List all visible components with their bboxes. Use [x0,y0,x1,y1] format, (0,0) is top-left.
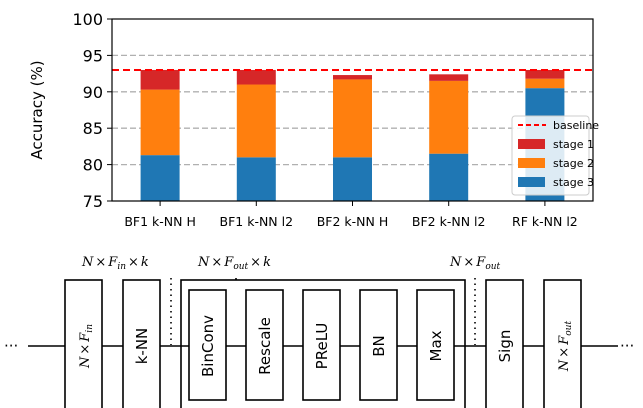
bar-stage-3 [236,157,276,201]
y-tick-label: 75 [83,192,103,211]
bars [140,69,565,201]
bar-stage-2 [429,80,469,154]
legend-stage3-swatch [518,177,545,187]
y-axis-ticks: 75 80 85 90 95 100 [72,10,112,211]
y-tick-label: 90 [83,83,103,102]
bar-stage-2 [525,78,565,89]
legend-stage1-label: stage 1 [553,138,594,151]
y-tick-label: 100 [72,10,103,29]
x-tick-label: BF1 k-NN l2 [220,214,294,229]
bar-stage-1 [236,69,276,85]
bn-block [359,289,398,401]
output-block [543,279,582,408]
bar-stage-1 [525,69,565,79]
rescale-block [245,289,284,401]
binconv-block [188,289,227,401]
y-tick-label: 85 [83,119,103,138]
bar-stage-1 [429,74,469,81]
sign-block [485,279,524,408]
bar-stage-3 [140,155,180,201]
legend-stage2-swatch [518,158,545,168]
x-axis-ticks: BF1 k-NN H BF1 k-NN l2 BF2 k-NN H BF2 k-NN … [124,201,578,229]
bar-stage-1 [140,69,180,90]
max-block [416,289,455,401]
rescale-block-label: Rescale [256,317,274,375]
input-block-label: N×Fin [78,324,95,369]
x-tick-label: BF2 k-NN H [317,214,389,229]
max-block-label: Max [427,330,445,361]
architecture-diagram [28,278,618,408]
legend-stage1-swatch [518,139,545,149]
legend: baseline stage 1 stage 2 stage 3 [511,115,599,196]
dims-label-3: N × Fout [449,255,501,272]
bar-stage-2 [140,89,180,156]
knn-block [122,279,161,408]
bar-stage-1 [333,75,372,80]
output-block-label: N×Fout [557,321,574,373]
bar-stage-3 [429,153,469,201]
dims-label-1: N × Fin × k [81,255,149,272]
bar-stage-3 [333,157,372,201]
x-tick-label: BF1 k-NN H [124,214,196,229]
bn-block-label: BN [370,335,388,357]
x-tick-label: RF k-NN l2 [512,214,578,229]
sign-block-label: Sign [496,330,514,363]
x-tick-label: BF2 k-NN l2 [412,214,486,229]
bar-stage-2 [333,79,372,158]
input-block [64,279,103,408]
legend-stage2-label: stage 2 [553,157,594,170]
bar-stage-2 [236,84,276,158]
prelu-block [302,289,341,401]
ellipsis-left: ··· [4,337,18,355]
knn-block-label: k-NN [133,328,151,365]
binconv-block-label: BinConv [199,315,217,377]
chart: 75 80 85 90 95 100 BF1 k-NN H BF1 k-NN l2 BF2 k… [28,10,599,229]
y-axis-label: Accuracy (%) [28,60,46,159]
y-tick-label: 80 [83,156,103,175]
legend-stage3-label: stage 3 [553,176,594,189]
y-tick-label: 95 [83,46,103,65]
legend-baseline-label: baseline [553,119,599,132]
dims-label-2: N × Fout × k [197,255,271,272]
prelu-block-label: PReLU [313,323,331,370]
ellipsis-right: ··· [620,337,634,355]
